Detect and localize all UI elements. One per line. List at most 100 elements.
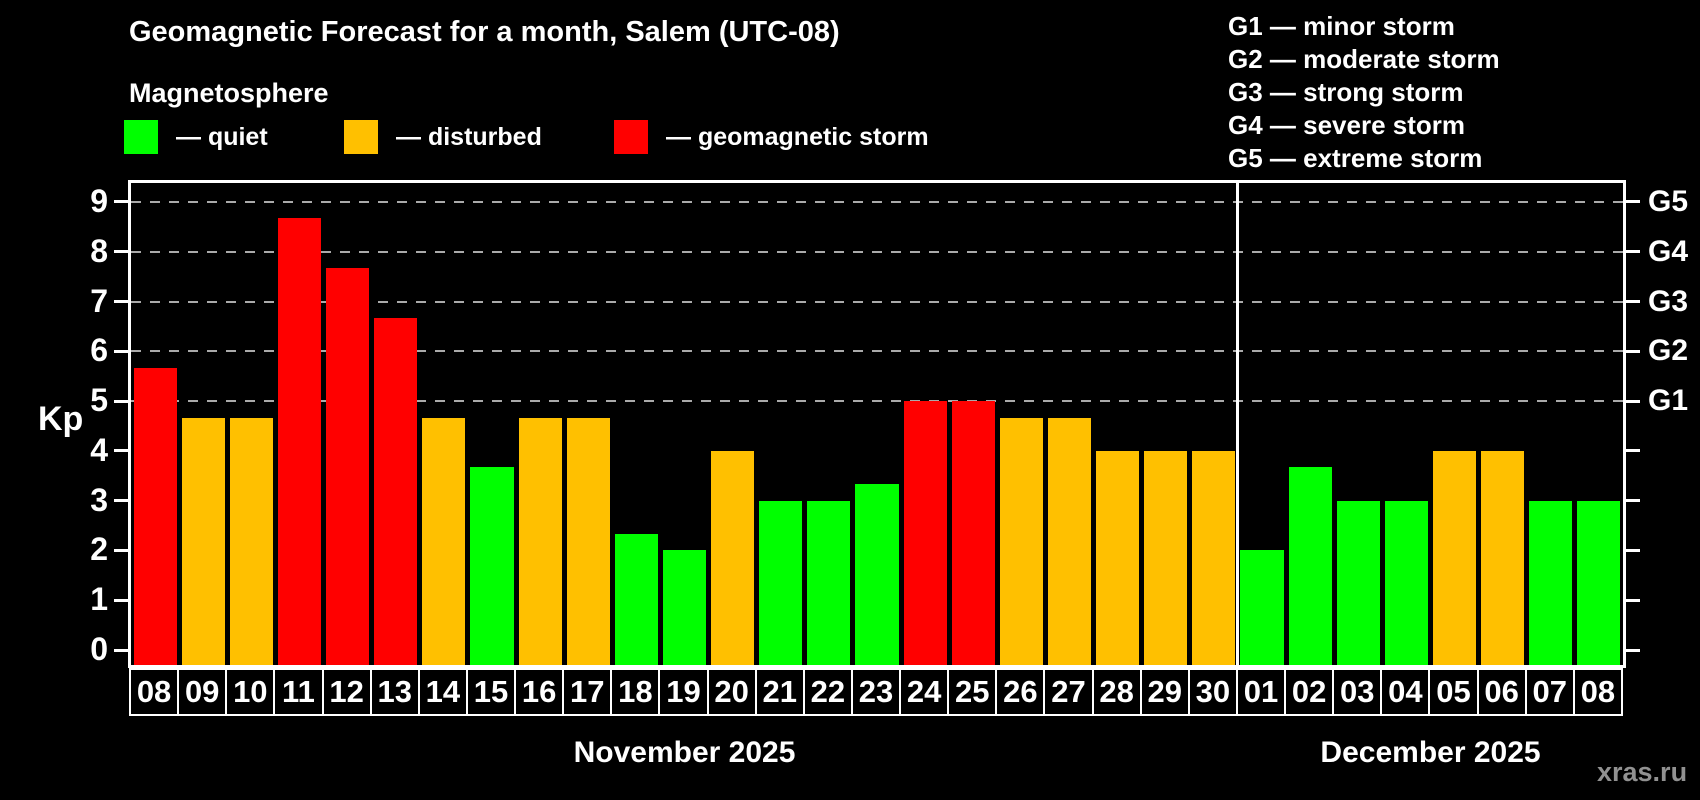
gridline-g3 (131, 300, 1623, 303)
legend-label-disturbed: — disturbed (396, 122, 542, 151)
day-label-nov-11: 11 (273, 668, 324, 716)
legend-swatch-quiet (124, 120, 158, 154)
bar-nov-11 (277, 218, 321, 665)
day-label-nov-08: 08 (129, 668, 180, 716)
bar-dec-01 (1240, 550, 1284, 665)
y-tick-label-3: 3 (90, 481, 108, 518)
month-label-december: December 2025 (1320, 736, 1541, 769)
legend-swatch-storm (614, 120, 648, 154)
day-label-nov-14: 14 (417, 668, 468, 716)
day-label-nov-16: 16 (514, 668, 565, 716)
legend-item-quiet: — quiet (124, 120, 268, 154)
day-label-dec-08: 08 (1572, 668, 1623, 716)
bar-dec-04 (1384, 500, 1428, 665)
day-label-nov-17: 17 (562, 668, 613, 716)
legend-swatch-disturbed (344, 120, 378, 154)
bar-dec-05 (1432, 450, 1477, 665)
g-legend-line-g4: G4 — severe storm (1228, 110, 1466, 140)
g-legend-line-g3: G3 — strong storm (1228, 77, 1464, 107)
bar-dec-08 (1577, 500, 1621, 665)
y-tick-left-4 (114, 449, 128, 453)
bar-nov-16 (518, 417, 562, 665)
day-label-nov-09: 09 (177, 668, 228, 716)
y-tick-left-8 (114, 250, 128, 254)
g-axis-label-g2: G2 (1648, 334, 1689, 368)
y-tick-left-3 (114, 499, 128, 503)
bar-nov-09 (181, 417, 225, 665)
watermark-xras: xras.ru (1597, 757, 1688, 787)
day-label-dec-06: 06 (1476, 668, 1527, 716)
y-tick-right-6 (1626, 349, 1640, 353)
y-tick-label-8: 8 (90, 232, 108, 269)
legend-label-storm: — geomagnetic storm (666, 122, 929, 151)
bar-dec-03 (1336, 500, 1380, 665)
day-label-nov-19: 19 (658, 668, 709, 716)
bar-dec-07 (1529, 500, 1573, 665)
day-label-dec-07: 07 (1524, 668, 1575, 716)
y-tick-label-4: 4 (90, 431, 108, 468)
bar-nov-21 (759, 500, 803, 665)
y-tick-label-2: 2 (90, 531, 108, 568)
y-tick-left-9 (114, 200, 128, 204)
y-tick-left-1 (114, 598, 128, 602)
g-legend-line-g2: G2 — moderate storm (1228, 44, 1500, 74)
month-separator (1236, 183, 1240, 665)
y-tick-right-2 (1626, 548, 1640, 552)
y-tick-right-5 (1626, 399, 1640, 403)
g-legend-line-g1: G1 — minor storm (1228, 11, 1455, 41)
legend-item-storm: — geomagnetic storm (614, 120, 929, 154)
y-tick-left-5 (114, 399, 128, 403)
y-tick-label-5: 5 (90, 382, 108, 419)
bar-nov-27 (1047, 417, 1092, 665)
y-tick-left-0 (114, 648, 128, 652)
gridline-g2 (131, 350, 1623, 353)
day-label-nov-21: 21 (754, 668, 805, 716)
gridline-g5 (131, 200, 1623, 203)
day-label-nov-24: 24 (899, 668, 950, 716)
y-tick-left-6 (114, 349, 128, 353)
bar-dec-02 (1288, 467, 1332, 665)
plot-area (128, 180, 1626, 668)
day-label-nov-25: 25 (947, 668, 998, 716)
bar-nov-22 (807, 500, 851, 665)
bar-nov-12 (326, 268, 370, 665)
bar-nov-14 (422, 417, 466, 665)
y-tick-label-0: 0 (90, 631, 108, 668)
bar-nov-15 (470, 467, 514, 665)
bar-nov-23 (855, 484, 899, 665)
bar-nov-08 (133, 367, 177, 665)
y-tick-right-3 (1626, 499, 1640, 503)
y-tick-label-9: 9 (90, 182, 108, 219)
bar-nov-29 (1144, 450, 1188, 665)
legend-item-disturbed: — disturbed (344, 120, 542, 154)
chart-title: Geomagnetic Forecast for a month, Salem … (129, 16, 840, 48)
y-tick-label-7: 7 (90, 282, 108, 319)
g-legend-line-g5: G5 — extreme storm (1228, 143, 1483, 173)
day-label-nov-12: 12 (321, 668, 372, 716)
bar-nov-26 (999, 417, 1043, 665)
bar-nov-19 (662, 550, 707, 665)
day-label-nov-23: 23 (850, 668, 902, 716)
chart-subtitle: Magnetosphere (129, 78, 329, 108)
bar-nov-24 (903, 401, 947, 665)
g-axis-label-g4: G4 (1648, 234, 1689, 268)
y-tick-label-1: 1 (90, 581, 108, 618)
gridline-g4 (131, 250, 1623, 253)
g-scale-legend: G1 — minor storm G2 — moderate storm G3 … (1228, 10, 1500, 175)
y-tick-label-6: 6 (90, 332, 108, 369)
y-tick-right-8 (1626, 250, 1640, 254)
day-label-nov-20: 20 (706, 668, 757, 716)
day-label-nov-29: 29 (1139, 668, 1190, 716)
day-label-nov-18: 18 (610, 668, 661, 716)
g-axis-label-g5: G5 (1648, 184, 1689, 218)
y-tick-right-7 (1626, 300, 1640, 303)
day-label-nov-15: 15 (465, 668, 517, 716)
y-tick-right-4 (1626, 449, 1640, 453)
g-axis-label-g1: G1 (1648, 384, 1689, 418)
day-label-nov-13: 13 (369, 668, 420, 716)
day-label-nov-30: 30 (1187, 668, 1238, 716)
day-label-nov-26: 26 (995, 668, 1046, 716)
plot-inner (131, 183, 1623, 665)
y-tick-right-1 (1626, 598, 1640, 602)
day-label-dec-03: 03 (1332, 668, 1383, 716)
